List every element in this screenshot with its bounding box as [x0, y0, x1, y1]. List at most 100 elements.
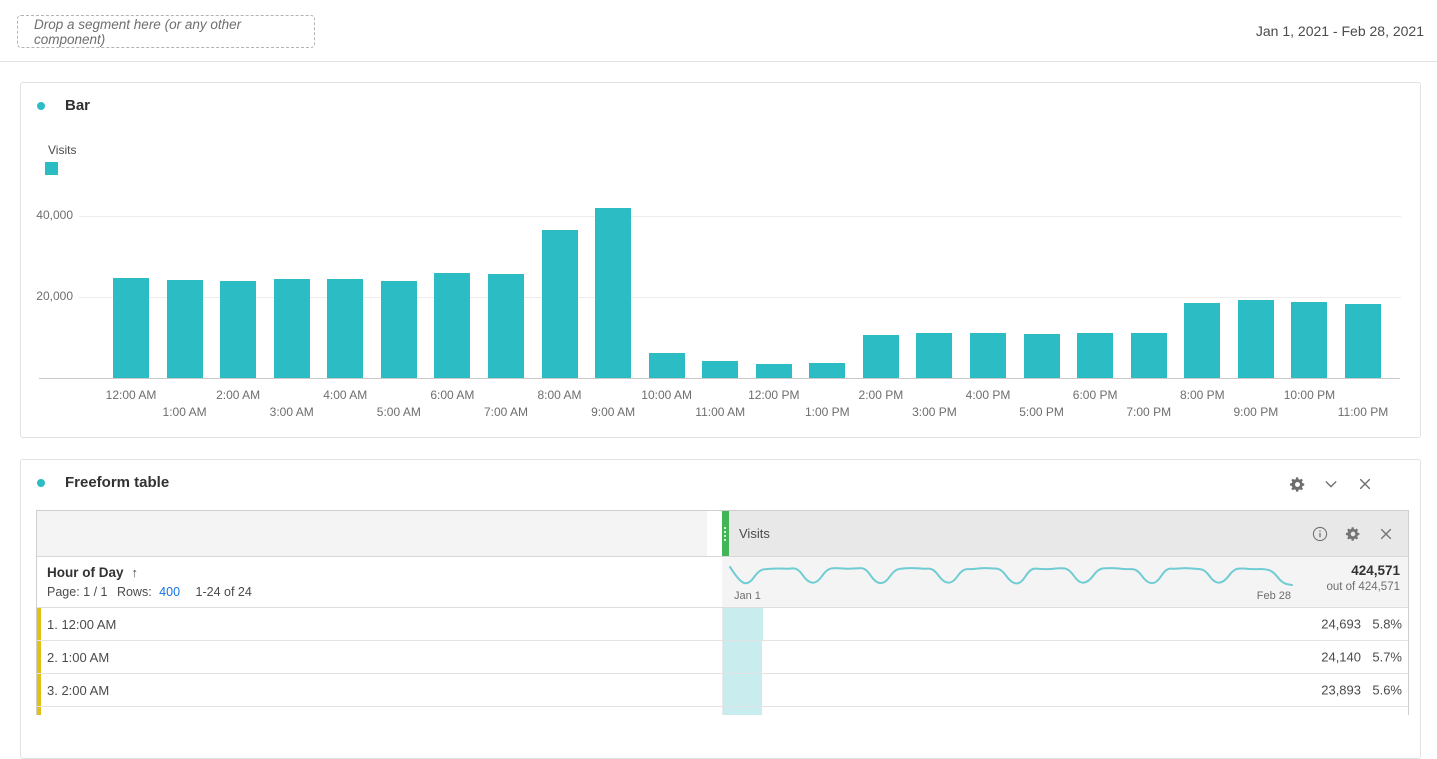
visits-cell[interactable] [722, 707, 1408, 715]
x-axis-tick-label: 11:00 PM [1337, 405, 1389, 419]
gridline [79, 296, 1401, 298]
y-axis-tick-label: 20,000 [36, 288, 73, 303]
column-settings-gear-button[interactable] [1344, 525, 1362, 543]
bar-chart-panel: Bar Visits 20,000 40,000 12:00 AM 1:00 AM 2:… [20, 82, 1421, 438]
dimension-cell[interactable]: 3. 2:00 AM [37, 674, 722, 706]
workspace-header: Drop a segment here (or any other compon… [0, 0, 1437, 62]
bar-10:00 PM[interactable] [1291, 302, 1328, 378]
close-panel-button[interactable] [1354, 473, 1376, 495]
visits-percent: 5.7% [1372, 649, 1402, 665]
bar-2:00 PM[interactable] [862, 335, 899, 378]
x-axis-tick-label: 5:00 AM [376, 405, 421, 419]
settings-gear-button[interactable] [1286, 473, 1308, 495]
bar-1:00 PM[interactable] [809, 363, 846, 378]
visits-value: 23,893 [1321, 682, 1361, 698]
dimension-value-label: 2. 1:00 AM [47, 649, 110, 665]
x-axis-line [39, 378, 1400, 379]
table-row[interactable]: 2. 1:00 AM 24,140 5.7% [37, 641, 1408, 674]
bar-8:00 AM[interactable] [541, 230, 578, 378]
column-drag-handle[interactable] [722, 511, 729, 556]
x-axis-tick-label: 4:00 AM [323, 388, 368, 402]
dimension-title-label: Hour of Day [47, 565, 124, 580]
x-axis-tick-label: 8:00 AM [537, 388, 582, 402]
visits-column-header[interactable]: Visits [722, 511, 1408, 556]
x-axis-tick-label: 2:00 PM [858, 388, 904, 402]
dimension-cell[interactable]: 2. 1:00 AM [37, 641, 722, 673]
sparkline-start-label: Jan 1 [734, 590, 761, 602]
bar-4:00 PM[interactable] [970, 333, 1007, 378]
visits-cell[interactable]: 23,893 5.6% [722, 674, 1408, 706]
pagination-bar: Page: 1 / 1 Rows: 400 1-24 of 24 [47, 585, 252, 599]
bar-5:00 PM[interactable] [1023, 334, 1060, 378]
bar-12:00 AM[interactable] [113, 278, 149, 378]
dimension-value-label: 3. 2:00 AM [47, 682, 110, 698]
segment-drop-zone[interactable]: Drop a segment here (or any other compon… [17, 15, 315, 48]
bar-7:00 AM[interactable] [487, 274, 524, 378]
row-range-label: 1-24 of 24 [195, 585, 252, 599]
bar-11:00 PM[interactable] [1344, 304, 1381, 378]
panel-color-dot [37, 102, 45, 110]
sort-ascending-icon[interactable]: ↑ [131, 565, 139, 580]
visits-percent: 5.6% [1372, 682, 1402, 698]
x-axis-tick-label: 10:00 AM [641, 388, 692, 402]
table-body: 1. 12:00 AM 24,693 5.8% 2. 1:00 AM 24,140 5.7… [37, 608, 1408, 715]
bar-3:00 PM[interactable] [916, 333, 953, 378]
visits-percent: 5.8% [1372, 616, 1402, 632]
cell-percentage-bar [723, 674, 762, 706]
dimension-title[interactable]: Hour of Day ↑ [47, 565, 138, 580]
bar-9:00 PM[interactable] [1237, 300, 1274, 378]
visits-value: 24,693 [1321, 616, 1361, 632]
dimension-cell[interactable]: 1. 12:00 AM [37, 608, 722, 640]
bar-6:00 PM[interactable] [1077, 333, 1114, 378]
sparkline-end-label: Feb 28 [1256, 590, 1291, 602]
metric-summary-cell: Jan 1 Feb 28 424,571 out of 424,571 [722, 557, 1408, 607]
visits-cell[interactable]: 24,140 5.7% [722, 641, 1408, 673]
bar-4:00 AM[interactable] [327, 279, 364, 378]
total-out-of-label: out of 424,571 [1326, 581, 1400, 593]
bar-2:00 AM[interactable] [220, 281, 257, 378]
x-axis-tick-label: 6:00 PM [1072, 388, 1118, 402]
column-header-row: Visits [37, 511, 1408, 557]
row-accent-bar [37, 674, 41, 706]
legend-swatch[interactable] [45, 162, 58, 175]
x-axis-tick-label: 4:00 PM [965, 388, 1011, 402]
date-range-selector[interactable]: Jan 1, 2021 - Feb 28, 2021 [1255, 23, 1424, 39]
remove-column-button[interactable] [1377, 525, 1395, 543]
x-axis-tick-label: 7:00 PM [1126, 405, 1172, 419]
rows-per-page-link[interactable]: 400 [159, 585, 181, 599]
cell-percentage-bar [723, 641, 763, 673]
collapse-chevron-button[interactable] [1320, 473, 1342, 495]
total-visits-value: 424,571 [1351, 563, 1400, 578]
visits-sparkline [729, 565, 1293, 587]
x-axis-tick-label: 8:00 PM [1179, 388, 1225, 402]
bar-5:00 AM[interactable] [380, 281, 417, 378]
table-row[interactable]: 3. 2:00 AM 23,893 5.6% [37, 674, 1408, 707]
panel-toolbar [1286, 473, 1376, 495]
x-axis-tick-label: 6:00 AM [430, 388, 475, 402]
bar-6:00 AM[interactable] [434, 273, 471, 378]
table-row[interactable] [37, 707, 1408, 715]
dimension-column-header-blank[interactable] [37, 511, 707, 556]
bar-10:00 AM[interactable] [648, 353, 685, 378]
dimension-value-label: 1. 12:00 AM [47, 616, 117, 632]
freeform-table: Visits Hour of Day ↑ [36, 510, 1409, 715]
x-axis-tick-label: 1:00 PM [804, 405, 850, 419]
visits-column-label: Visits [739, 526, 770, 541]
x-axis-tick-label: 12:00 AM [105, 388, 157, 402]
bar-8:00 PM[interactable] [1184, 303, 1221, 378]
column-total: 424,571 out of 424,571 [1326, 563, 1400, 593]
dimension-subheader: Hour of Day ↑ Page: 1 / 1 Rows: 400 1-24 … [37, 557, 722, 607]
table-row[interactable]: 1. 12:00 AM 24,693 5.8% [37, 608, 1408, 641]
bar-chart-plot [79, 195, 1401, 378]
bar-1:00 AM[interactable] [166, 280, 203, 378]
visits-cell[interactable]: 24,693 5.8% [722, 608, 1408, 640]
visits-value: 24,140 [1321, 649, 1361, 665]
bar-7:00 PM[interactable] [1130, 333, 1167, 378]
bar-12:00 PM[interactable] [755, 364, 792, 378]
dimension-cell[interactable] [37, 707, 722, 715]
bar-9:00 AM[interactable] [595, 208, 632, 378]
x-axis-tick-label: 11:00 AM [695, 405, 746, 419]
info-icon[interactable] [1311, 525, 1329, 543]
bar-11:00 AM[interactable] [702, 361, 739, 378]
bar-3:00 AM[interactable] [273, 279, 310, 378]
